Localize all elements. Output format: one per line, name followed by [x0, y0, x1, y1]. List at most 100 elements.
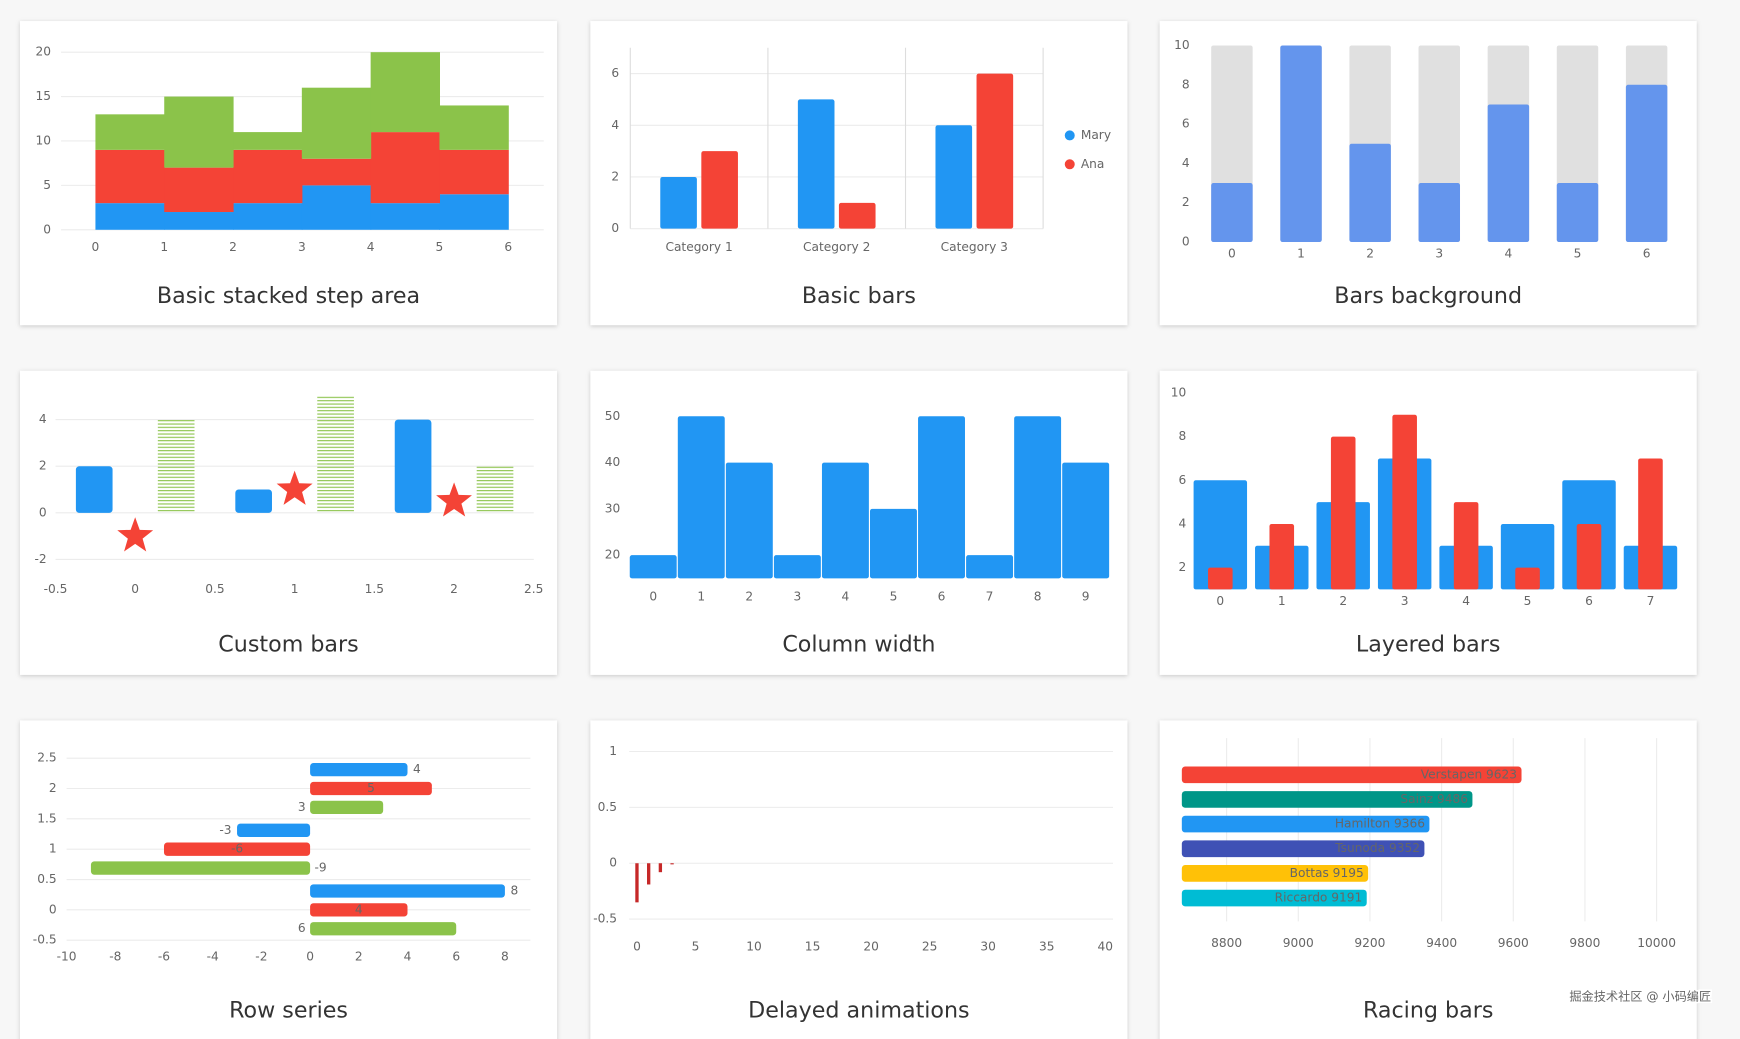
- x-tick-label: Category 2: [803, 240, 870, 254]
- x-tick-label: 8: [1034, 590, 1042, 604]
- x-tick-label: 4: [1505, 247, 1513, 261]
- bar: [1181, 791, 1473, 808]
- area-step: [95, 203, 165, 230]
- x-tick-label: 4: [842, 590, 850, 604]
- x-tick-label: 1.5: [365, 582, 384, 596]
- bar: [310, 800, 384, 815]
- x-tick-label: 2: [1366, 247, 1374, 261]
- y-tick-label: 50: [605, 409, 621, 423]
- x-tick-label: 6: [504, 240, 512, 254]
- bar: [157, 419, 195, 513]
- x-tick-label: 1: [697, 590, 705, 604]
- y-tick-label: 0: [611, 221, 619, 235]
- bar: [677, 416, 725, 579]
- y-tick-label: 15: [36, 89, 52, 103]
- legend-swatch: [1064, 159, 1075, 170]
- bar: [1193, 480, 1248, 590]
- x-tick-label: 0: [131, 582, 139, 596]
- star-mark: [117, 517, 154, 552]
- x-tick-label: 5: [890, 590, 898, 604]
- bar: [1181, 815, 1430, 833]
- bar: [658, 863, 663, 873]
- bar: [821, 462, 869, 579]
- x-tick-label: 5: [692, 939, 700, 953]
- y-tick-label: 0: [1182, 234, 1190, 248]
- x-tick-label: 4: [404, 949, 412, 963]
- watermark: 掘金技术社区 @ 小码编匠: [1569, 988, 1711, 1003]
- chart-card: Basic bars 0 2 4 6 Category 1 Category 2 Catego…: [590, 21, 1128, 326]
- x-tick-label: 4: [1462, 594, 1470, 608]
- bar: [1014, 416, 1062, 579]
- bar: [394, 419, 432, 513]
- x-tick-label: 10: [746, 939, 762, 953]
- y-tick-label: 4: [1178, 516, 1186, 530]
- x-tick-label: 6: [938, 590, 946, 604]
- y-tick-label: 0: [609, 856, 617, 870]
- area-step: [95, 114, 165, 150]
- y-tick-label: 6: [1178, 473, 1186, 487]
- chart-caption: Custom bars: [218, 631, 358, 657]
- x-tick-label: 9800: [1569, 936, 1600, 950]
- bar: [1638, 458, 1663, 590]
- bar: [976, 73, 1014, 229]
- x-tick-label: 0: [649, 590, 657, 604]
- bar: [701, 151, 738, 229]
- x-tick-label: 9600: [1498, 936, 1529, 950]
- x-tick-label: 20: [863, 939, 879, 953]
- chart-card: Layered bars 2 4 6 8 10 0 1 2 3 4 5 6 7: [1159, 370, 1697, 675]
- y-tick-label: -0.5: [33, 933, 57, 947]
- x-tick-label: 1: [1297, 247, 1305, 261]
- x-tick-label: 2: [450, 582, 458, 596]
- legend-label: Ana: [1081, 157, 1105, 171]
- chart-card: Bars background 0 2 4 6 8 10 0 1 2 3 4 5 6: [1159, 21, 1697, 326]
- chart-card: Basic stacked step area 0 5 10 15 20 0 1 2 3 4 5 6: [19, 21, 558, 326]
- bar: [1181, 840, 1425, 858]
- x-tick-label: 3: [1401, 594, 1409, 608]
- x-tick-label: 9200: [1354, 936, 1385, 950]
- y-tick-label: 30: [605, 501, 621, 515]
- bar: [310, 922, 457, 936]
- x-tick-label: Category 3: [941, 240, 1008, 254]
- y-tick-label: 2: [49, 781, 57, 795]
- bar: [1062, 462, 1110, 579]
- x-tick-label: 0: [633, 939, 641, 953]
- bar: [235, 489, 272, 513]
- y-tick-label: 0.5: [598, 800, 617, 814]
- bar: [1500, 523, 1555, 590]
- data-label: -9: [315, 861, 327, 875]
- y-tick-label: 2.5: [37, 751, 56, 765]
- star-mark: [276, 470, 313, 505]
- chart-caption: Basic bars: [802, 283, 916, 309]
- x-tick-label: 2: [229, 240, 237, 254]
- bar: [317, 396, 354, 513]
- data-label: Sainz 9486: [1400, 792, 1468, 806]
- bar: [310, 903, 408, 917]
- y-tick-label: 6: [1182, 117, 1190, 131]
- x-tick-label: -4: [207, 949, 219, 963]
- x-tick-label: 2.5: [524, 582, 543, 596]
- data-label: Bottas 9195: [1290, 866, 1364, 880]
- data-label: 4: [355, 902, 363, 916]
- area-step: [233, 149, 303, 204]
- y-tick-label: 1: [609, 744, 617, 758]
- x-tick-label: 0: [1216, 594, 1224, 608]
- data-label: 6: [298, 921, 306, 935]
- area-step: [439, 105, 509, 150]
- area-step: [370, 132, 440, 204]
- bar: [1392, 414, 1417, 590]
- x-tick-label: 5: [1574, 247, 1582, 261]
- y-tick-label: 20: [605, 548, 621, 562]
- bar: [725, 462, 773, 579]
- x-tick-label: 15: [805, 939, 821, 953]
- x-tick-label: 5: [436, 240, 444, 254]
- data-label: Hamilton 9366: [1335, 817, 1425, 831]
- x-tick-label: 5: [1524, 594, 1532, 608]
- bar: [1181, 889, 1367, 907]
- y-tick-label: 6: [611, 66, 619, 80]
- y-tick-label: 2: [39, 459, 47, 473]
- card: [590, 21, 1128, 326]
- y-tick-label: 0.5: [37, 872, 56, 886]
- x-tick-label: 4: [367, 240, 375, 254]
- x-tick-label: -0.5: [44, 582, 68, 596]
- chart-card: Delayed animations-0.500.510 5 10 15 20 25 30 3…: [590, 720, 1128, 1039]
